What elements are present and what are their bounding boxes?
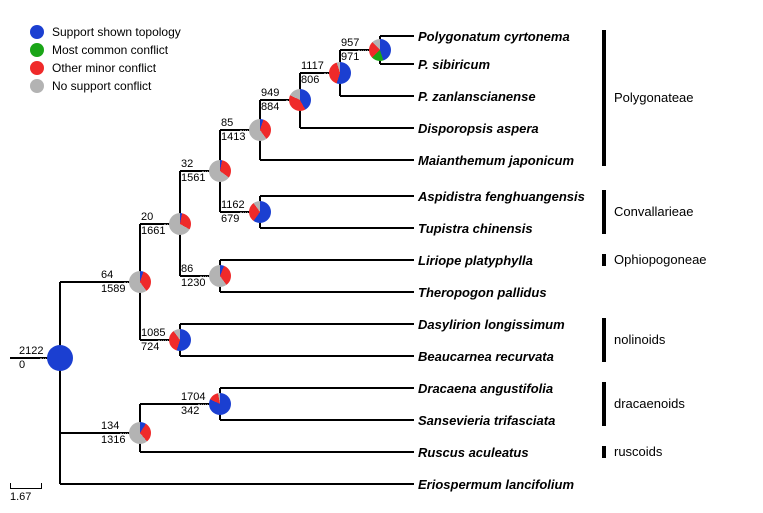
node-support-top: 1704 <box>181 391 205 403</box>
legend-dot-icon <box>30 25 44 39</box>
branch-hline <box>260 195 414 197</box>
group-bar <box>602 254 606 266</box>
group-label: dracaenoids <box>614 396 685 411</box>
node-support-top: 2122 <box>19 345 43 357</box>
node-support-top: 949 <box>261 87 279 99</box>
taxon-label: Ruscus aculeatus <box>418 445 529 460</box>
taxon-label: Dasylirion longissimum <box>418 317 565 332</box>
node-support-top: 134 <box>101 420 119 432</box>
node-pie-icon <box>209 160 231 182</box>
node-pie-icon <box>47 345 73 371</box>
legend: Support shown topology Most common confli… <box>30 25 181 97</box>
node-support-top: 64 <box>101 269 113 281</box>
taxon-label: P. zanlanscianense <box>418 89 536 104</box>
group-bar <box>602 446 606 458</box>
branch-hline <box>180 323 414 325</box>
branch-hline <box>380 63 414 65</box>
node-pie-icon <box>209 393 231 415</box>
branch-hline <box>220 419 414 421</box>
node-support-bot: 971 <box>341 51 359 63</box>
taxon-label: Polygonatum cyrtonema <box>418 29 570 44</box>
taxon-label: P. sibiricum <box>418 57 490 72</box>
node-support-bot: 806 <box>301 74 319 86</box>
branch-hline <box>260 159 414 161</box>
branch-hline <box>140 451 414 453</box>
legend-item: Other minor conflict <box>30 61 181 75</box>
scale-value: 1.67 <box>10 491 31 503</box>
taxon-label: Theropogon pallidus <box>418 285 547 300</box>
legend-item: Most common conflict <box>30 43 181 57</box>
node-pie-icon <box>129 271 151 293</box>
group-label: Ophiopogoneae <box>614 252 707 267</box>
node-support-top: 85 <box>221 117 233 129</box>
legend-label: Support shown topology <box>52 25 181 39</box>
node-pie-icon <box>249 119 271 141</box>
node-support-bot: 679 <box>221 213 239 225</box>
node-pie-icon <box>129 422 151 444</box>
legend-dot-icon <box>30 43 44 57</box>
node-support-bot: 1413 <box>221 131 245 143</box>
group-bar <box>602 382 606 426</box>
scale-bar: 1.67 <box>10 483 42 503</box>
node-support-bot: 884 <box>261 101 279 113</box>
branch-hline <box>220 291 414 293</box>
legend-item: No support conflict <box>30 79 181 93</box>
branch-hline <box>60 483 414 485</box>
legend-dot-icon <box>30 61 44 75</box>
node-support-bot: 1316 <box>101 434 125 446</box>
node-pie-icon <box>329 62 351 84</box>
branch-hline <box>180 355 414 357</box>
group-label: nolinoids <box>614 332 665 347</box>
taxon-label: Tupistra chinensis <box>418 221 533 236</box>
node-support-top: 20 <box>141 211 153 223</box>
legend-label: Other minor conflict <box>52 61 156 75</box>
node-support-top: 1162 <box>221 199 245 211</box>
legend-label: Most common conflict <box>52 43 168 57</box>
node-support-top: 1085 <box>141 327 165 339</box>
legend-label: No support conflict <box>52 79 151 93</box>
group-bar <box>602 318 606 362</box>
node-support-top: 32 <box>181 158 193 170</box>
node-pie-icon <box>249 201 271 223</box>
node-pie-icon <box>169 213 191 235</box>
node-pie-icon <box>289 89 311 111</box>
group-label: ruscoids <box>614 444 662 459</box>
node-support-bot: 0 <box>19 359 25 371</box>
node-support-bot: 1661 <box>141 225 165 237</box>
node-pie-icon <box>369 39 391 61</box>
group-bar <box>602 190 606 234</box>
node-support-top: 957 <box>341 37 359 49</box>
group-label: Convallarieae <box>614 204 694 219</box>
taxon-label: Maianthemum japonicum <box>418 153 574 168</box>
node-pie-icon <box>169 329 191 351</box>
branch-hline <box>220 387 414 389</box>
taxon-label: Beaucarnea recurvata <box>418 349 554 364</box>
taxon-label: Disporopsis aspera <box>418 121 539 136</box>
branch-hline <box>220 259 414 261</box>
node-support-bot: 1230 <box>181 277 205 289</box>
node-support-bot: 342 <box>181 405 199 417</box>
node-support-top: 1117 <box>301 60 324 72</box>
branch-hline <box>300 127 414 129</box>
node-support-bot: 1561 <box>181 172 205 184</box>
node-support-bot: 1589 <box>101 283 125 295</box>
legend-item: Support shown topology <box>30 25 181 39</box>
node-support-bot: 724 <box>141 341 159 353</box>
branch-vline <box>59 282 61 484</box>
node-support-top: 86 <box>181 263 193 275</box>
taxon-label: Eriospermum lancifolium <box>418 477 574 492</box>
taxon-label: Dracaena angustifolia <box>418 381 553 396</box>
branch-hline <box>340 95 414 97</box>
taxon-label: Aspidistra fenghuangensis <box>418 189 585 204</box>
group-label: Polygonateae <box>614 90 694 105</box>
branch-hline <box>380 35 414 37</box>
branch-hline <box>260 227 414 229</box>
group-bar <box>602 30 606 166</box>
node-pie-icon <box>209 265 231 287</box>
legend-dot-icon <box>30 79 44 93</box>
taxon-label: Sansevieria trifasciata <box>418 413 555 428</box>
taxon-label: Liriope platyphylla <box>418 253 533 268</box>
